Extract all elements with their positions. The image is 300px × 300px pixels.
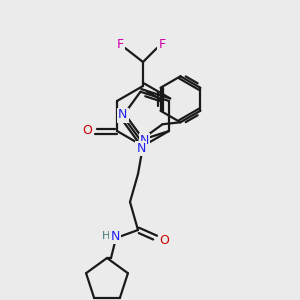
Text: O: O — [159, 233, 169, 247]
Text: N: N — [110, 230, 120, 242]
Text: N: N — [136, 142, 146, 154]
Text: O: O — [82, 124, 92, 137]
Text: N: N — [118, 109, 128, 122]
Text: F: F — [158, 38, 166, 50]
Text: N: N — [140, 134, 149, 147]
Text: F: F — [116, 38, 124, 50]
Text: H: H — [102, 231, 110, 241]
